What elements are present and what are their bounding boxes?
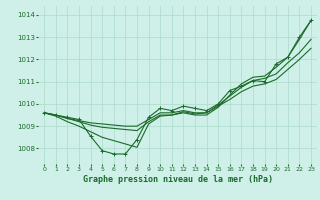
X-axis label: Graphe pression niveau de la mer (hPa): Graphe pression niveau de la mer (hPa) (83, 175, 273, 184)
